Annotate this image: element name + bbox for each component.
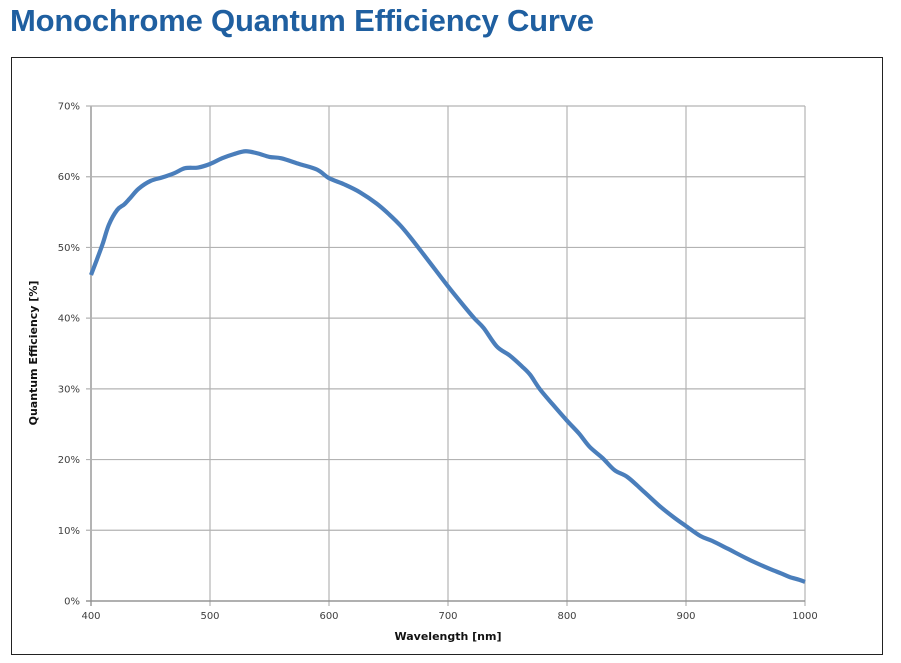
y-tick-label: 10% bbox=[58, 526, 80, 537]
x-tick-labels: 400 500 600 700 800 900 1000 bbox=[81, 611, 817, 622]
x-tick-label: 500 bbox=[200, 611, 219, 622]
x-axis-title: Wavelength [nm] bbox=[395, 630, 502, 643]
y-axis-title: Quantum Efficiency [%] bbox=[27, 281, 40, 426]
x-tick-label: 600 bbox=[319, 611, 338, 622]
y-tick-label: 70% bbox=[58, 102, 80, 113]
x-tick-label: 800 bbox=[557, 611, 576, 622]
y-tick-label: 40% bbox=[58, 314, 80, 325]
series-layer bbox=[89, 149, 806, 584]
y-tick-label: 0% bbox=[64, 597, 80, 608]
y-tick-label: 30% bbox=[58, 384, 80, 395]
x-tick-label: 900 bbox=[676, 611, 695, 622]
y-tick-labels: 0% 10% 20% 30% 40% 50% 60% 70% bbox=[58, 102, 80, 608]
page-title: Monochrome Quantum Efficiency Curve bbox=[10, 3, 594, 38]
x-tick-label: 1000 bbox=[792, 611, 817, 622]
x-tick-label: 700 bbox=[438, 611, 457, 622]
y-tick-label: 50% bbox=[58, 243, 80, 254]
x-tick-label: 400 bbox=[81, 611, 100, 622]
series-line-quantum-efficiency bbox=[89, 149, 806, 584]
y-tick-label: 20% bbox=[58, 455, 80, 466]
grid-lines bbox=[86, 105, 806, 606]
y-tick-label: 60% bbox=[58, 172, 80, 183]
